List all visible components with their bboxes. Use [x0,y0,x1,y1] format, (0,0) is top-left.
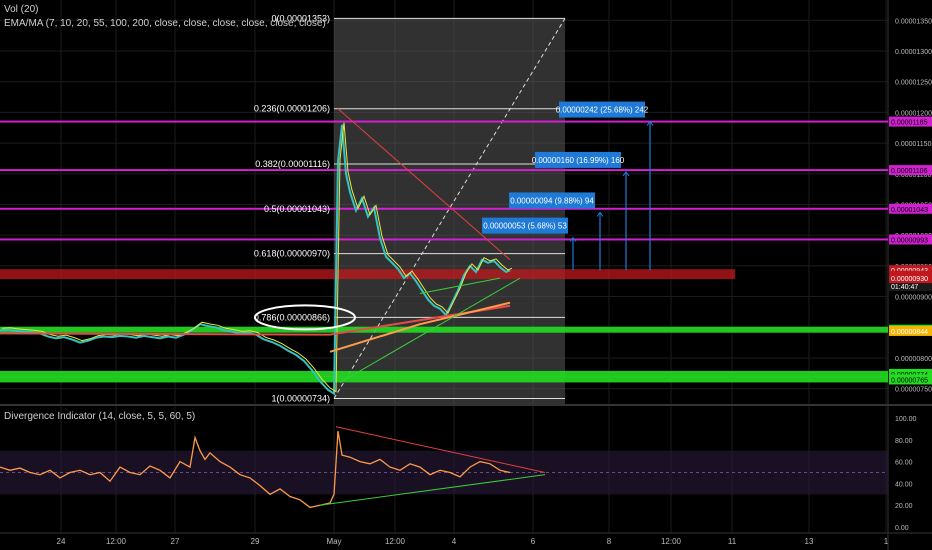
price-tick-label: 0.00001300 [895,49,932,56]
fib-label: 0(0.00001353) [271,13,330,23]
horizontal-lines [0,120,888,383]
targets: 0.00000053 (5.68%) 53 0.00000094 (9.88%) … [482,101,654,271]
price-tag [889,265,932,276]
price-level-text: 0.00000993 [891,237,928,244]
target-box [509,192,595,209]
price-tick-label: 0.00001100 [895,172,932,179]
divergence-series [0,426,888,509]
divergence-tick-label: 0.00 [895,525,909,532]
divergence-tick-label: 60.00 [895,460,913,467]
divergence-tick-label: 40.00 [895,481,913,488]
highlight-circle [254,304,356,331]
time-tick-label: 6 [531,537,536,546]
price-level-tag [889,368,932,379]
target-box [482,217,568,234]
fib-label: 0.382(0.00001116) [255,159,330,169]
target-box [559,101,645,118]
divergence-tick-label: 20.00 [895,503,913,510]
price-tag [889,325,932,336]
horizontal-line [0,207,888,210]
target-label: 0.00000160 (16.99%) 160 [532,156,625,165]
target-label: 0.00000242 (25.68%) 242 [556,106,649,115]
fib-label: 1(0.00000734) [271,393,330,403]
volume-legend[interactable]: Vol (20) [4,4,39,15]
price-tag-text: 0.00000844 [891,329,928,336]
divergence-axis[interactable]: 100.00 80.00 60.00 40.00 20.00 0.00 [895,416,917,532]
horizontal-line [0,376,888,383]
divergence-down-trend [335,426,546,473]
ema-short-line [1,122,513,393]
divergence-up-trend [319,474,546,506]
horizontal-line [0,326,888,333]
price-level-text: 0.00001185 [891,120,928,127]
target-label: 0.00000094 (9.88%) 94 [510,196,594,205]
ema-mid-line [329,301,511,353]
price-tick-label: 0.00000900 [895,295,932,302]
time-tick-label: 1 [884,537,889,546]
price-series [0,122,513,396]
price-axis[interactable]: 0.00001350 0.00001300 0.00001250 0.00001200… [889,18,932,394]
time-tick-label: 4 [452,537,457,546]
divergence-line [0,430,511,509]
price-tag-text: 01:40:47 [891,284,918,291]
time-tick-label: 8 [607,537,612,546]
target-box [535,151,621,168]
price-level-tag [889,116,932,127]
target-label: 0.00000053 (5.68%) 53 [483,222,567,231]
time-tick-label: 12:00 [661,537,682,546]
price-level-text: 0.00000765 [891,377,928,384]
horizontal-line [0,120,888,123]
target-arrowhead [622,171,630,177]
price-tick-label: 0.00001250 [895,80,932,87]
price-tag [889,281,932,292]
price-tick-label: 0.00000800 [895,356,932,363]
time-tick-label: 12:00 [385,537,406,546]
price-line [0,124,511,396]
fib-label: 0.786(0.00000866) [254,312,330,322]
price-tick-label: 0.00000750 [895,387,932,394]
time-tick-label: 11 [728,537,737,546]
target-arrowhead [646,120,654,126]
price-level-text: 0.00001043 [891,207,928,214]
price-tag [889,273,932,284]
price-level-tag [889,374,932,385]
price-tick-label: 0.00001350 [895,18,932,25]
fib-label: 0.618(0.00000970) [254,249,330,259]
trend-drawings [254,108,521,383]
divergence-tick-label: 80.00 [895,438,913,445]
price-tick-label: 0.00001150 [895,141,932,148]
divergence-tick-label: 100.00 [895,416,917,423]
horizontal-line [0,370,888,377]
time-tick-label: 24 [57,537,66,546]
horizontal-line [0,169,888,172]
fib-label: 0.236(0.00001206) [254,104,330,114]
target-arrowhead [596,211,604,217]
price-level-tag [889,165,932,176]
time-tick-label: 13 [805,537,814,546]
price-level-text: 0.00001106 [891,168,928,175]
price-level-tag [889,203,932,214]
price-tag-text: 0.00000930 [891,276,928,283]
ascending-trendline [339,277,521,383]
horizontal-line [0,238,888,241]
fib-labels: 0(0.00001353) 0.236(0.00001206) 0.382(0.00… [254,13,330,403]
time-tick-label: 29 [251,537,260,546]
price-level-tag [889,234,932,245]
time-tick-label: 12:00 [106,537,127,546]
fib-label: 0.5(0.00001043) [264,204,330,214]
red-support-band [0,269,735,280]
ema-legend[interactable]: EMA/MA (7, 10, 20, 55, 100, 200, close, … [4,18,326,29]
ema-long-line [0,304,511,336]
time-tick-label: 27 [171,537,180,546]
time-tick-label: May [326,537,341,546]
support-trendline [419,277,501,294]
time-axis[interactable]: 24 12:00 27 29 May 12:00 4 6 8 12:00 11 13 1 [57,537,889,546]
descending-trendline [337,108,511,261]
divergence-legend[interactable]: Divergence Indicator (14, close, 5, 5, 6… [4,411,196,422]
target-arrowhead [569,236,577,242]
price-tick-label: 0.00001200 [895,110,932,117]
